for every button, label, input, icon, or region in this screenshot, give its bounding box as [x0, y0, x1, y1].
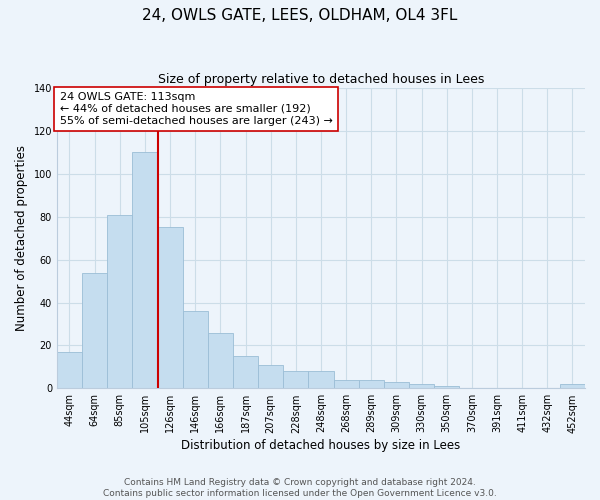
- Bar: [182, 311, 208, 388]
- Title: Size of property relative to detached houses in Lees: Size of property relative to detached ho…: [158, 72, 484, 86]
- X-axis label: Distribution of detached houses by size in Lees: Distribution of detached houses by size …: [181, 440, 461, 452]
- Bar: [384, 382, 409, 388]
- Bar: [107, 214, 133, 388]
- Bar: [158, 228, 182, 388]
- Bar: [409, 384, 434, 388]
- Bar: [359, 380, 384, 388]
- Bar: [258, 364, 283, 388]
- Text: Contains HM Land Registry data © Crown copyright and database right 2024.
Contai: Contains HM Land Registry data © Crown c…: [103, 478, 497, 498]
- Bar: [283, 371, 308, 388]
- Text: 24 OWLS GATE: 113sqm
← 44% of detached houses are smaller (192)
55% of semi-deta: 24 OWLS GATE: 113sqm ← 44% of detached h…: [60, 92, 333, 126]
- Bar: [334, 380, 359, 388]
- Bar: [308, 371, 334, 388]
- Bar: [133, 152, 158, 388]
- Bar: [560, 384, 585, 388]
- Bar: [82, 272, 107, 388]
- Bar: [208, 332, 233, 388]
- Bar: [57, 352, 82, 389]
- Bar: [233, 356, 258, 388]
- Y-axis label: Number of detached properties: Number of detached properties: [15, 145, 28, 331]
- Text: 24, OWLS GATE, LEES, OLDHAM, OL4 3FL: 24, OWLS GATE, LEES, OLDHAM, OL4 3FL: [142, 8, 458, 22]
- Bar: [434, 386, 459, 388]
